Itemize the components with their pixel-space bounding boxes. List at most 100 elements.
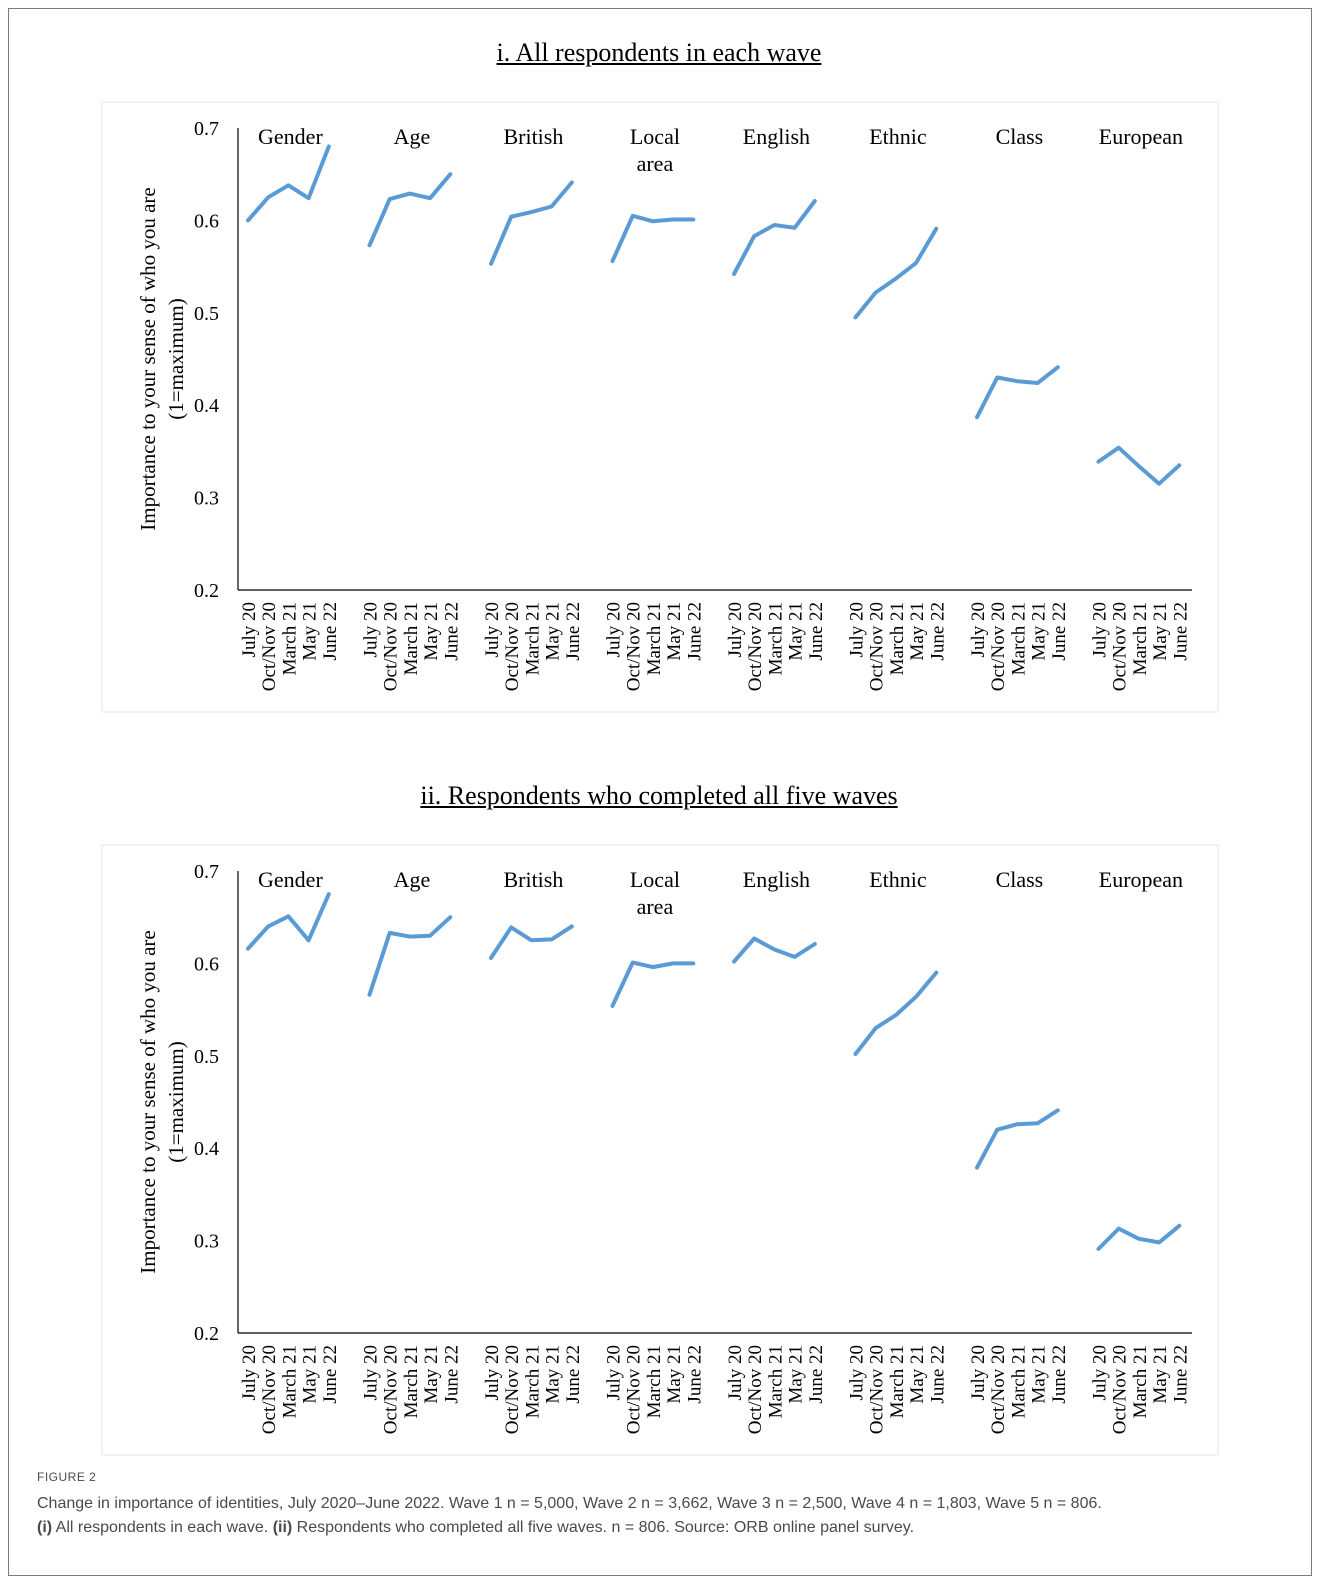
- x-tick-label: June 22: [1049, 602, 1070, 661]
- series-line: [246, 144, 331, 223]
- x-tick-label: July 20: [968, 602, 989, 657]
- caption-part-ii: (ii): [272, 1519, 293, 1536]
- x-tick-label: March 21: [279, 1345, 300, 1418]
- series-line: [1096, 1223, 1182, 1251]
- y-tick-label: 0.5: [194, 303, 219, 325]
- x-tick-label: May 21: [907, 1345, 928, 1404]
- x-tick-label: May 21: [1150, 602, 1171, 661]
- x-tick-label: July 20: [1090, 1345, 1111, 1400]
- x-tick-label: Oct/Nov 20: [624, 1345, 645, 1434]
- x-tick-label: Oct/Nov 20: [502, 1345, 523, 1434]
- x-tick-label: Oct/Nov 20: [745, 602, 766, 691]
- x-tick-label: May 21: [421, 1345, 442, 1404]
- x-tick-label: Oct/Nov 20: [624, 602, 645, 691]
- x-tick-label: May 21: [421, 602, 442, 661]
- series-line: [732, 936, 817, 964]
- x-tick-label: May 21: [300, 1345, 321, 1404]
- x-tick-label: Oct/Nov 20: [988, 602, 1009, 691]
- x-tick-label: July 20: [604, 602, 625, 657]
- series-line: [246, 892, 331, 951]
- x-tick-label: June 22: [320, 602, 341, 661]
- x-tick-label: March 21: [522, 602, 543, 675]
- x-tick-label: March 21: [1130, 1345, 1151, 1418]
- x-tick-label: March 21: [522, 1345, 543, 1418]
- y-tick-label: 0.4: [194, 1138, 219, 1160]
- x-tick-label: May 21: [786, 602, 807, 661]
- x-tick-label: Oct/Nov 20: [867, 1345, 888, 1434]
- x-tick-label: March 21: [1008, 602, 1029, 675]
- x-tick-label: May 21: [1029, 602, 1050, 661]
- y-tick-label: 0.2: [194, 580, 219, 602]
- x-tick-label: Oct/Nov 20: [381, 1345, 402, 1434]
- x-tick-label: May 21: [786, 1345, 807, 1404]
- x-tick-label: May 21: [543, 602, 564, 661]
- x-tick-label: July 20: [482, 602, 503, 657]
- x-tick-label: June 22: [684, 1345, 705, 1404]
- y-axis-label: Importance to your sense of who you are(…: [136, 187, 188, 530]
- y-tick-label: 0.5: [194, 1046, 219, 1068]
- panel-2-chart: 0.2 0.3 0.4 0.5 0.6 0.7 Importance to your sen…: [101, 844, 1219, 1456]
- x-tick-label: May 21: [300, 602, 321, 661]
- group-label: European: [1099, 867, 1183, 892]
- plot-area-border: [101, 101, 1219, 713]
- group-label: European: [1099, 124, 1183, 149]
- x-tick-label: March 21: [279, 602, 300, 675]
- y-axis-label: Importance to your sense of who you are(…: [136, 930, 188, 1273]
- figure-frame: [8, 8, 1312, 1576]
- caption-line-2: (i) All respondents in each wave. (ii) R…: [37, 1516, 1299, 1540]
- caption-part-i-text: All respondents in each wave.: [52, 1519, 273, 1536]
- group-label: Age: [394, 867, 431, 892]
- x-tick-label: March 21: [765, 602, 786, 675]
- y-tick-label: 0.3: [194, 1231, 219, 1253]
- x-tick-label: May 21: [664, 602, 685, 661]
- series-line: [610, 213, 696, 264]
- x-tick-label: July 20: [725, 1345, 746, 1400]
- group-label: Gender: [258, 124, 323, 149]
- x-tick-label: May 21: [664, 1345, 685, 1404]
- group-label: Class: [996, 124, 1044, 149]
- y-tick-label: 0.6: [194, 210, 219, 232]
- x-tick-label: June 22: [441, 1345, 462, 1404]
- series-line: [367, 915, 453, 997]
- x-tick-label: July 20: [725, 602, 746, 657]
- panel-1-title: i. All respondents in each wave: [496, 38, 822, 67]
- x-tick-label: July 20: [239, 1345, 260, 1400]
- x-tick-label: July 20: [239, 602, 260, 657]
- x-tick-label: Oct/Nov 20: [745, 1345, 766, 1434]
- figure-label: FIGURE 2: [37, 1470, 97, 1484]
- group-label: English: [743, 124, 810, 149]
- x-tick-label: July 20: [1090, 602, 1111, 657]
- x-tick-label: Oct/Nov 20: [1110, 1345, 1131, 1434]
- y-axis-label-line: (1=maximum): [164, 1041, 188, 1163]
- series-line: [853, 970, 939, 1056]
- group-label: Local: [630, 124, 680, 149]
- x-tick-label: July 20: [361, 602, 382, 657]
- series-line: [367, 172, 453, 248]
- group-label: Gender: [258, 867, 323, 892]
- x-tick-label: June 22: [684, 602, 705, 661]
- series-line: [610, 960, 696, 1008]
- x-tick-label: June 22: [1170, 602, 1191, 661]
- y-axis-label-line: Importance to your sense of who you are: [136, 930, 160, 1273]
- x-tick-label: July 20: [361, 1345, 382, 1400]
- x-tick-label: July 20: [968, 1345, 989, 1400]
- panel-1-chart: 0.2 0.3 0.4 0.5 0.6 0.7 Importance to your sen…: [101, 101, 1219, 713]
- group-label: British: [503, 124, 563, 149]
- x-tick-label: Oct/Nov 20: [381, 602, 402, 691]
- group-label: Ethnic: [869, 124, 927, 149]
- group-label: English: [743, 867, 810, 892]
- x-tick-label: June 22: [441, 602, 462, 661]
- x-tick-label: June 22: [927, 602, 948, 661]
- x-tick-label: May 21: [1150, 1345, 1171, 1404]
- x-tick-label: June 22: [806, 602, 827, 661]
- x-tick-label: May 21: [543, 1345, 564, 1404]
- y-tick-label: 0.6: [194, 953, 219, 975]
- x-tick-label: Oct/Nov 20: [1110, 602, 1131, 691]
- panel-2-title: ii. Respondents who completed all five w…: [420, 781, 898, 810]
- x-tick-label: June 22: [563, 602, 584, 661]
- x-tick-label: June 22: [320, 1345, 341, 1404]
- caption-part-i: (i): [37, 1519, 53, 1536]
- caption-part-ii-text: Respondents who completed all five waves…: [292, 1519, 915, 1536]
- x-tick-label: June 22: [563, 1345, 584, 1404]
- x-tick-label: March 21: [765, 1345, 786, 1418]
